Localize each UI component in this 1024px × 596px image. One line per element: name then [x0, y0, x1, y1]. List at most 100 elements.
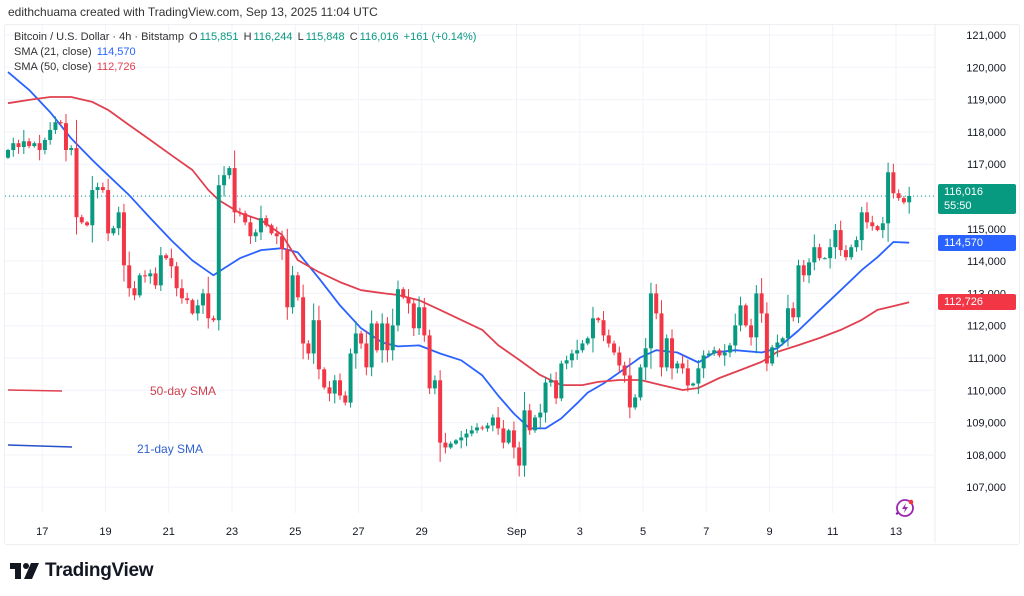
candle-body	[453, 440, 458, 444]
candle-up	[854, 236, 859, 252]
candle-body	[232, 168, 237, 213]
candle-body	[179, 288, 184, 299]
candle-body	[480, 427, 485, 429]
candle-body	[143, 275, 148, 277]
candle-up	[770, 344, 775, 366]
sma50-legend-line	[7, 389, 63, 392]
candle-down	[121, 203, 126, 282]
lightning-icon[interactable]	[895, 499, 914, 517]
candle-up	[158, 247, 163, 292]
candle-body	[422, 307, 427, 336]
candle-down	[280, 230, 285, 260]
candle-body	[590, 318, 595, 339]
candle-up	[6, 148, 10, 159]
price-tick-label: 107,000	[966, 482, 1006, 494]
candle-body	[353, 333, 358, 354]
candle-body	[754, 293, 759, 338]
candle-down	[511, 421, 516, 459]
candle-up	[543, 377, 548, 423]
candle-body	[185, 298, 190, 301]
candle-body	[227, 168, 232, 176]
candle-body	[522, 410, 527, 466]
candle-down	[427, 329, 432, 395]
price-tick-label: 118,000	[967, 127, 1006, 139]
candle-down	[685, 359, 690, 392]
candle-body	[11, 143, 16, 150]
candle-up	[807, 258, 812, 284]
candle-body	[490, 417, 495, 426]
candle-body	[364, 343, 369, 368]
candle-up	[559, 360, 564, 402]
candle-body	[427, 335, 432, 389]
candle-body	[880, 223, 885, 231]
candle-down	[627, 357, 632, 419]
sma21-row[interactable]: SMA (21, close) 114,570	[14, 45, 478, 60]
candle-up	[643, 338, 648, 381]
sma50-row[interactable]: SMA (50, close) 112,726	[14, 60, 478, 75]
candle-down	[606, 329, 611, 348]
candle-down	[596, 316, 601, 323]
time-tick-label: 7	[703, 526, 709, 538]
candle-up	[227, 166, 232, 179]
candle-body	[733, 325, 738, 346]
candle-up	[733, 313, 738, 353]
candle-down	[865, 202, 870, 229]
candle-down	[264, 215, 269, 228]
candle-up	[200, 288, 205, 314]
candle-down	[374, 321, 379, 353]
candle-body	[432, 380, 437, 389]
candle-up	[701, 350, 706, 379]
candle-body	[243, 213, 248, 223]
price-tick-label: 119,000	[967, 95, 1006, 107]
candle-body	[90, 190, 95, 226]
candle-down	[190, 298, 195, 315]
candle-down	[717, 348, 722, 358]
candle-body	[32, 143, 37, 147]
close-value: 116,016	[359, 31, 399, 43]
candle-down	[27, 138, 32, 149]
candle-body	[306, 343, 311, 354]
candle-body	[627, 375, 632, 408]
candle-body	[759, 293, 764, 314]
candle-up	[722, 344, 727, 366]
candle-body	[538, 412, 543, 418]
candle-body	[222, 175, 227, 186]
time-tick-label: 5	[640, 526, 646, 538]
candle-down	[232, 150, 237, 224]
candles	[6, 114, 912, 477]
low-label: L	[297, 31, 304, 43]
candle-body	[828, 247, 833, 259]
candle-body	[833, 230, 838, 248]
candle-body	[216, 185, 221, 321]
candle-body	[654, 293, 659, 314]
last-price: 116,016	[944, 186, 983, 198]
candle-up	[696, 359, 701, 394]
candle-body	[280, 236, 285, 250]
candle-body	[95, 187, 100, 191]
price-tick-label: 121,000	[966, 30, 1006, 42]
candle-up	[548, 373, 553, 387]
candle-down	[295, 271, 300, 301]
candle-up	[453, 439, 458, 445]
time-tick-label: 19	[99, 526, 111, 538]
candle-up	[116, 206, 121, 236]
candle-body	[211, 318, 216, 321]
sma50-line	[7, 96, 910, 391]
candle-up	[475, 423, 480, 434]
candle-body	[269, 225, 274, 234]
time-tick-label: 25	[289, 526, 301, 538]
candle-body	[543, 382, 548, 413]
sma50-badge: 112,726	[938, 294, 1016, 310]
candle-body	[16, 143, 21, 148]
candle-body	[200, 293, 205, 306]
candle-body	[601, 320, 606, 336]
bar-countdown: 55:50	[944, 200, 972, 212]
candle-down	[237, 207, 242, 217]
candle-down	[838, 220, 843, 256]
price-axis: 107,000 108,000 109,000 110,000 111,000 112,0…	[934, 25, 1006, 543]
tradingview-logo[interactable]: TradingView	[10, 560, 154, 582]
candle-body	[248, 222, 253, 237]
candle-down	[791, 302, 796, 322]
candle-up	[253, 229, 258, 243]
